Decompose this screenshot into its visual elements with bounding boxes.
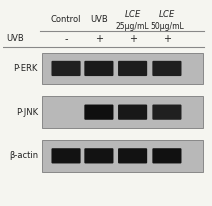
Text: 50µg/mL: 50µg/mL <box>150 22 184 31</box>
Text: Control: Control <box>51 15 81 24</box>
Text: -: - <box>64 34 68 44</box>
Text: P·JNK: P·JNK <box>16 108 38 117</box>
FancyBboxPatch shape <box>152 61 181 76</box>
FancyBboxPatch shape <box>42 96 203 128</box>
FancyBboxPatch shape <box>84 148 113 163</box>
Text: UVB: UVB <box>90 15 108 24</box>
Text: β-actin: β-actin <box>9 151 38 160</box>
Text: P·ERK: P·ERK <box>14 64 38 73</box>
Text: +: + <box>129 34 137 44</box>
FancyBboxPatch shape <box>118 61 147 76</box>
FancyBboxPatch shape <box>152 104 181 120</box>
Text: +: + <box>163 34 171 44</box>
FancyBboxPatch shape <box>42 140 203 172</box>
Text: UVB: UVB <box>6 34 24 43</box>
Text: +: + <box>95 34 103 44</box>
Text: $\it{LCE}$: $\it{LCE}$ <box>124 8 141 19</box>
Text: 25µg/mL: 25µg/mL <box>116 22 149 31</box>
FancyBboxPatch shape <box>52 148 81 163</box>
FancyBboxPatch shape <box>118 148 147 163</box>
Text: $\it{LCE}$: $\it{LCE}$ <box>158 8 176 19</box>
FancyBboxPatch shape <box>152 148 181 163</box>
FancyBboxPatch shape <box>84 104 113 120</box>
FancyBboxPatch shape <box>42 53 203 84</box>
FancyBboxPatch shape <box>52 61 81 76</box>
FancyBboxPatch shape <box>118 104 147 120</box>
FancyBboxPatch shape <box>84 61 113 76</box>
